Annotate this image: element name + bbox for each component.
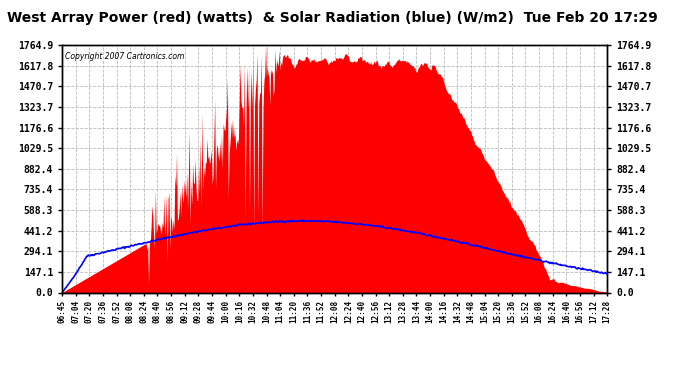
Text: West Array Power (red) (watts)  & Solar Radiation (blue) (W/m2)  Tue Feb 20 17:2: West Array Power (red) (watts) & Solar R… — [7, 11, 658, 25]
Text: Copyright 2007 Cartronics.com: Copyright 2007 Cartronics.com — [65, 53, 184, 62]
